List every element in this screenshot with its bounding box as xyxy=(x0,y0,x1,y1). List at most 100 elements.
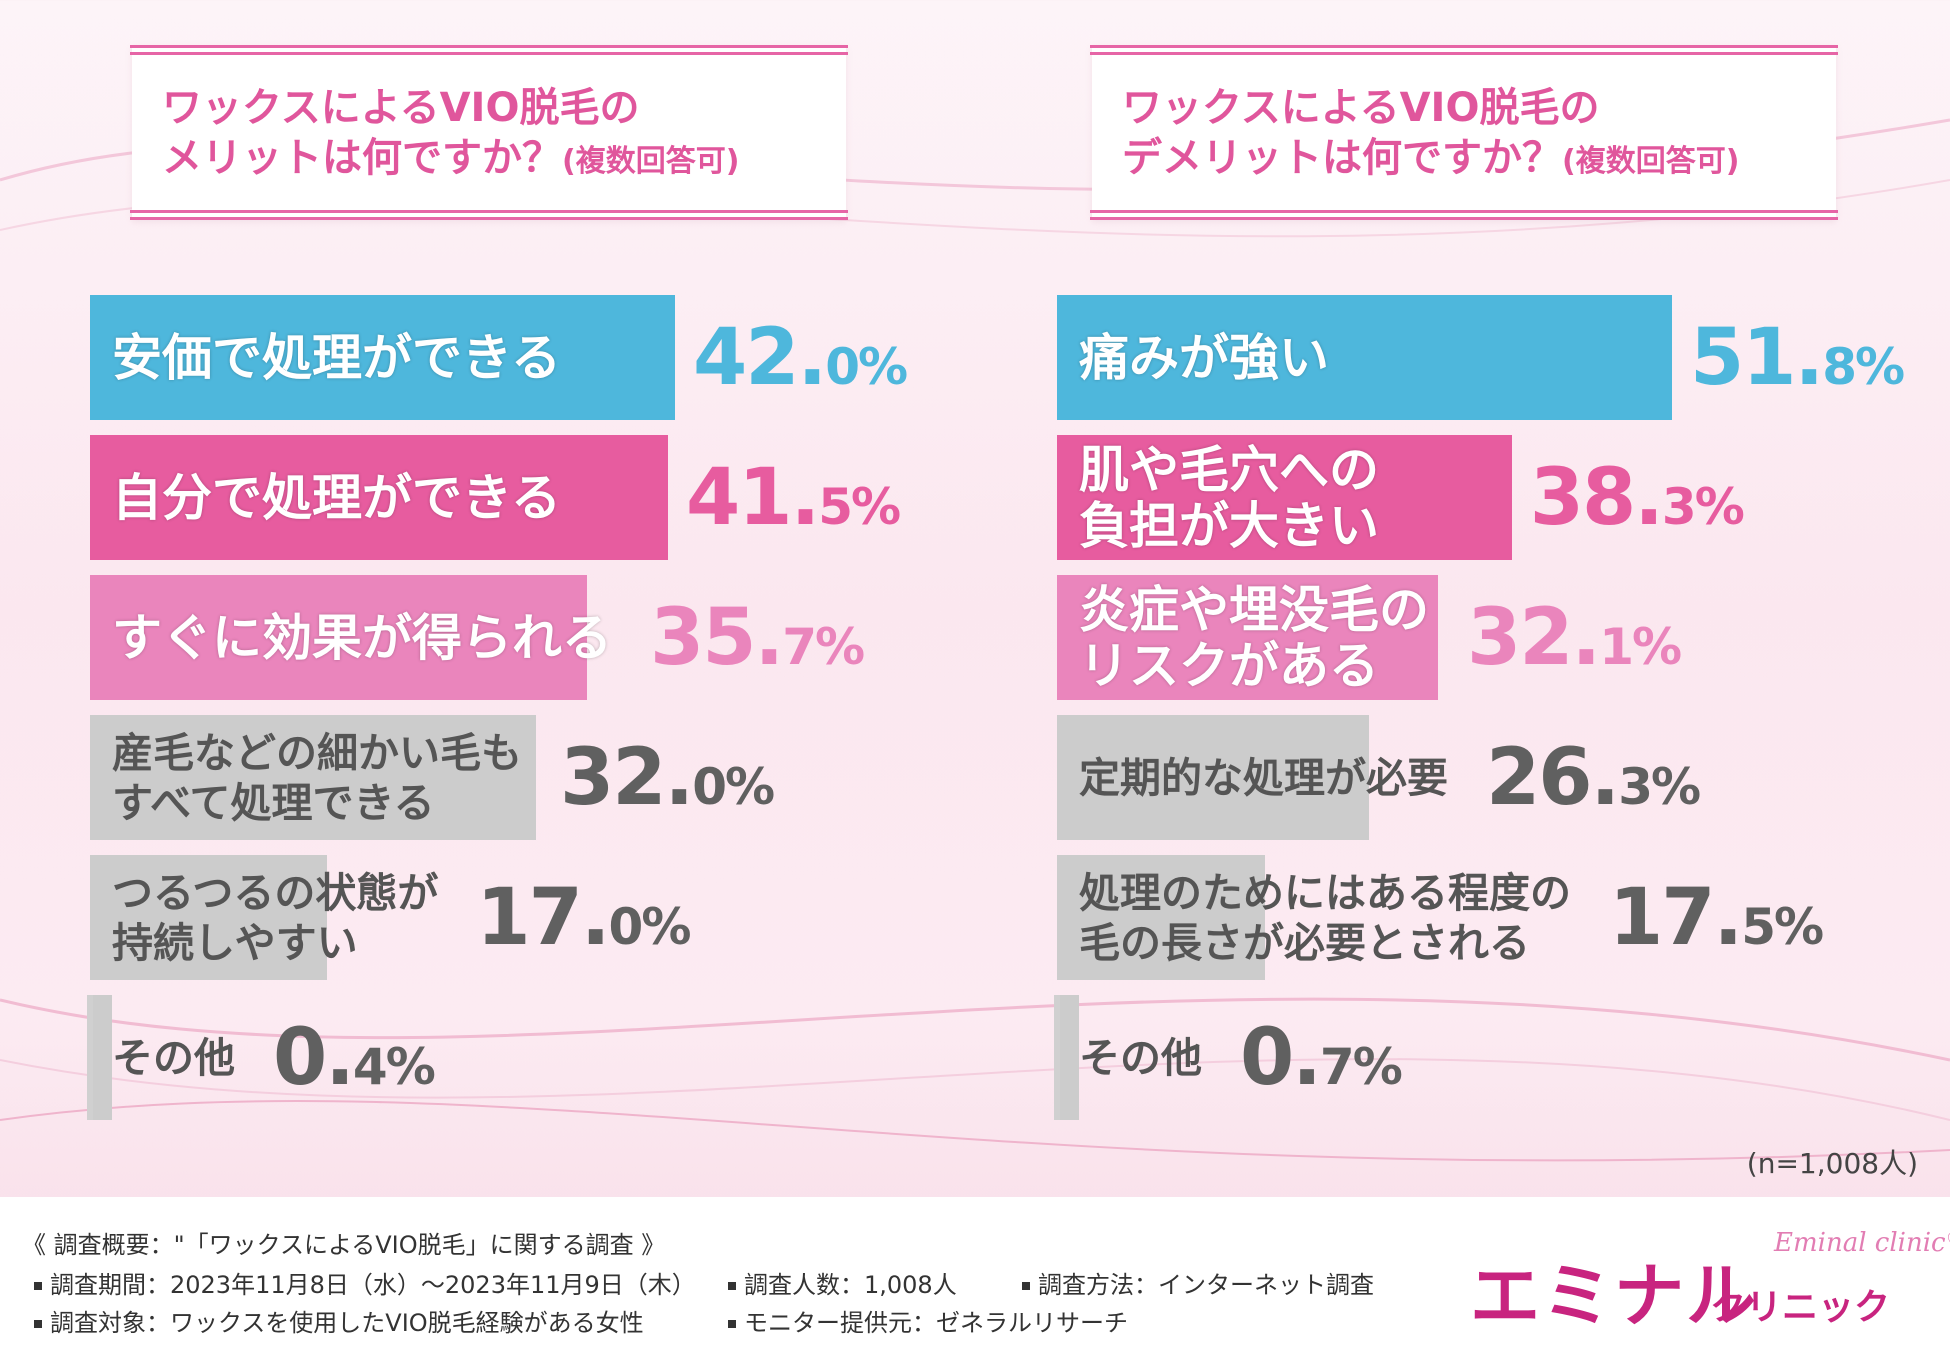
survey-title: 《 調査概要："「ワックスによるVIO脱毛」に関する調査 》 xyxy=(22,1231,666,1259)
merit-question-box: ワックスによるVIO脱毛の メリットは何ですか？(複数回答可) xyxy=(130,45,848,220)
demerit-question-box: ワックスによるVIO脱毛の デメリットは何ですか？(複数回答可) xyxy=(1090,45,1838,220)
merit-bar-3: すぐに効果が得られる xyxy=(90,575,612,700)
merit-title-line2: メリットは何ですか？(複数回答可) xyxy=(162,133,739,187)
merit-title-note: (複数回答可) xyxy=(562,144,740,179)
demerit-bar-label-3: 炎症や埋没毛の リスクがある xyxy=(1079,582,1429,694)
demerit-bar-label-6: その他 xyxy=(1079,1033,1202,1083)
demerit-title-note: (複数回答可) xyxy=(1562,144,1740,179)
demerit-bar-5: 処理のためにはある程度の 毛の長さが必要とされる xyxy=(1057,855,1571,980)
survey-period: 調査期間：2023年11月8日（水）～2023年11月9日（木） xyxy=(50,1271,696,1299)
bullet-icon xyxy=(34,1282,42,1290)
demerit-value-int: 51. xyxy=(1690,313,1824,403)
merit-axis-line xyxy=(87,995,93,1120)
merit-bar-label-line: その他 xyxy=(112,1033,235,1082)
demerit-bar-label-line: 毛の長さが必要とされる xyxy=(1079,918,1530,967)
merit-value-dec: 0% xyxy=(825,338,908,396)
demerit-value-label-2: 38.3% xyxy=(1529,453,1745,543)
demerit-value-label-5: 17.5% xyxy=(1609,873,1824,963)
demerit-bar-label-5: 処理のためにはある程度の 毛の長さが必要とされる xyxy=(1079,868,1571,968)
demerit-value-dec: 3% xyxy=(1618,758,1701,816)
merit-bar-label-5: つるつるの状態が 持続しやすい xyxy=(112,868,438,968)
survey-method-row: 調査方法：インターネット調査 xyxy=(1022,1265,1374,1300)
demerit-bar-label-line: 肌や毛穴への xyxy=(1079,440,1379,499)
merit-bar-5: つるつるの状態が 持続しやすい xyxy=(90,855,438,980)
merit-bar-label-line: 産毛などの細かい毛も xyxy=(112,728,522,777)
demerit-value-label-4: 26.3% xyxy=(1486,733,1701,823)
merit-value-int: 0. xyxy=(273,1013,355,1103)
merit-bar-label-3: すぐに効果が得られる xyxy=(112,610,612,666)
demerit-bar-4: 定期的な処理が必要 xyxy=(1057,715,1448,840)
merit-value-label-5: 17.0% xyxy=(476,873,692,963)
demerit-value-int: 32. xyxy=(1467,593,1601,683)
merit-value-dec: 0% xyxy=(608,898,692,956)
merit-value-dec: 4% xyxy=(352,1038,436,1096)
demerit-value-int: 0. xyxy=(1240,1013,1322,1103)
merit-value-dec: 7% xyxy=(782,618,865,676)
bullet-icon xyxy=(728,1282,736,1290)
merit-bar-label-6: その他 xyxy=(112,1033,235,1083)
demerit-value-int: 17. xyxy=(1609,873,1743,963)
merit-bar-label-line: 安価で処理ができる xyxy=(112,328,561,387)
merit-value-int: 41. xyxy=(686,453,820,543)
demerit-bar-2: 肌や毛穴への 負担が大きい xyxy=(1057,435,1512,560)
merit-bar-4: 産毛などの細かい毛も すべて処理できる xyxy=(90,715,536,840)
merit-title-line1: ワックスによるVIO脱毛の xyxy=(162,85,640,131)
merit-value-dec: 0% xyxy=(692,758,775,816)
bullet-icon xyxy=(1022,1282,1030,1290)
demerit-value-dec: 8% xyxy=(1822,338,1905,396)
demerit-bar-label-2: 肌や毛穴への 負担が大きい xyxy=(1079,442,1379,554)
merit-value-int: 42. xyxy=(693,313,827,403)
demerit-value-int: 38. xyxy=(1529,453,1664,543)
demerit-bar-label-line: 負担が大きい xyxy=(1079,496,1379,555)
demerit-bar-label-line: その他 xyxy=(1079,1033,1202,1082)
survey-count: 調査人数：1,008人 xyxy=(744,1271,957,1299)
sample-size-label: (n=1,008人) xyxy=(1746,1147,1918,1180)
demerit-title-line2: デメリットは何ですか？(複数回答可) xyxy=(1122,133,1739,187)
merit-bar-1: 安価で処理ができる xyxy=(90,295,675,420)
demerit-bar-label-line: 痛みが強い xyxy=(1079,328,1329,387)
eminal-logo-script: Eminal clinic♡ xyxy=(1774,1228,1950,1258)
demerit-value-label-1: 51.8% xyxy=(1690,313,1905,403)
merit-value-label-6: 0.4% xyxy=(273,1013,436,1103)
bullet-icon xyxy=(728,1320,736,1328)
demerit-title-text: デメリットは何ですか？ xyxy=(1122,135,1562,181)
survey-period-row: 調査期間：2023年11月8日（水）～2023年11月9日（木） xyxy=(34,1265,696,1300)
demerit-value-label-6: 0.7% xyxy=(1240,1013,1403,1103)
demerit-title-line1: ワックスによるVIO脱毛の xyxy=(1122,85,1600,131)
merit-bar-label-line: つるつるの状態が xyxy=(112,868,439,917)
merit-bar-6: その他 xyxy=(90,995,235,1120)
demerit-bar-label-1: 痛みが強い xyxy=(1079,330,1329,386)
survey-overview-footer: 《 調査概要："「ワックスによるVIO脱毛」に関する調査 》 調査期間：2023… xyxy=(0,1197,1950,1350)
demerit-value-int: 26. xyxy=(1486,733,1620,823)
merit-value-dec: 5% xyxy=(818,478,901,536)
demerit-value-dec: 5% xyxy=(1741,898,1824,956)
demerit-bar-label-line: 処理のためにはある程度の xyxy=(1079,868,1571,917)
merit-value-label-3: 35.7% xyxy=(650,593,865,683)
survey-target: 調査対象：ワックスを使用したVIO脱毛経験がある女性 xyxy=(50,1309,644,1337)
survey-provider: モニター提供元：ゼネラルリサーチ xyxy=(744,1309,1128,1337)
bullet-icon xyxy=(34,1320,42,1328)
demerit-bar-label-line: リスクがある xyxy=(1079,636,1379,695)
survey-target-row: 調査対象：ワックスを使用したVIO脱毛経験がある女性 xyxy=(34,1303,644,1338)
demerit-bar-3: 炎症や埋没毛の リスクがある xyxy=(1057,575,1439,700)
merit-value-int: 32. xyxy=(560,733,694,823)
merit-value-int: 35. xyxy=(650,593,784,683)
survey-provider-row: モニター提供元：ゼネラルリサーチ xyxy=(728,1303,1128,1338)
demerit-bar-label-line: 炎症や埋没毛の xyxy=(1079,580,1429,639)
merit-bar-label-2: 自分で処理ができる xyxy=(112,470,561,526)
demerit-value-dec: 1% xyxy=(1599,618,1682,676)
merit-title-text: メリットは何ですか？ xyxy=(162,135,562,181)
merit-bar-label-4: 産毛などの細かい毛も すべて処理できる xyxy=(112,728,522,828)
eminal-logo-sub: クリニック xyxy=(1710,1287,1891,1328)
survey-method: 調査方法：インターネット調査 xyxy=(1038,1271,1374,1299)
merit-value-label-1: 42.0% xyxy=(693,313,908,403)
merit-bar-2: 自分で処理ができる xyxy=(90,435,669,560)
merit-bar-label-1: 安価で処理ができる xyxy=(112,330,561,386)
demerit-bar-label-4: 定期的な処理が必要 xyxy=(1079,753,1448,803)
merit-value-label-2: 41.5% xyxy=(686,453,901,543)
merit-value-label-4: 32.0% xyxy=(560,733,775,823)
demerit-bar-1: 痛みが強い xyxy=(1057,295,1672,420)
merit-bar-label-line: すぐに効果が得られる xyxy=(112,608,612,667)
demerit-axis-line xyxy=(1054,995,1060,1120)
merit-bar-label-line: 持続しやすい xyxy=(112,918,358,967)
